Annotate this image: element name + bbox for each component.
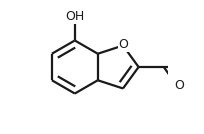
Text: O: O <box>119 38 129 51</box>
Text: O: O <box>174 79 184 92</box>
Text: OH: OH <box>65 10 84 23</box>
